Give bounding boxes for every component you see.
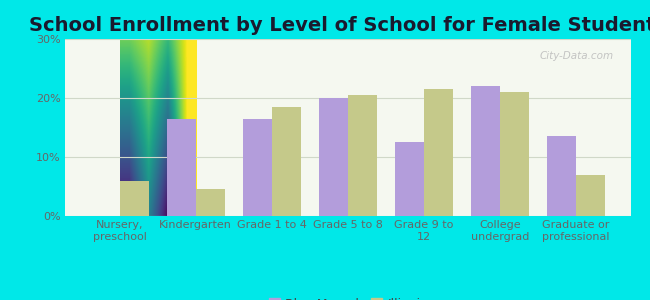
- Bar: [348, 95, 376, 216]
- Bar: [319, 98, 348, 216]
- Bar: [120, 181, 148, 216]
- Bar: [500, 92, 528, 216]
- Bar: [576, 175, 604, 216]
- Bar: [471, 86, 500, 216]
- Bar: [547, 136, 576, 216]
- Title: School Enrollment by Level of School for Female Students: School Enrollment by Level of School for…: [29, 16, 650, 35]
- Bar: [196, 190, 224, 216]
- Legend: Blue Mound, Illinois: Blue Mound, Illinois: [263, 293, 432, 300]
- Text: City-Data.com: City-Data.com: [540, 51, 614, 62]
- Bar: [272, 107, 300, 216]
- Bar: [167, 118, 196, 216]
- Bar: [395, 142, 424, 216]
- Bar: [243, 118, 272, 216]
- Bar: [424, 89, 452, 216]
